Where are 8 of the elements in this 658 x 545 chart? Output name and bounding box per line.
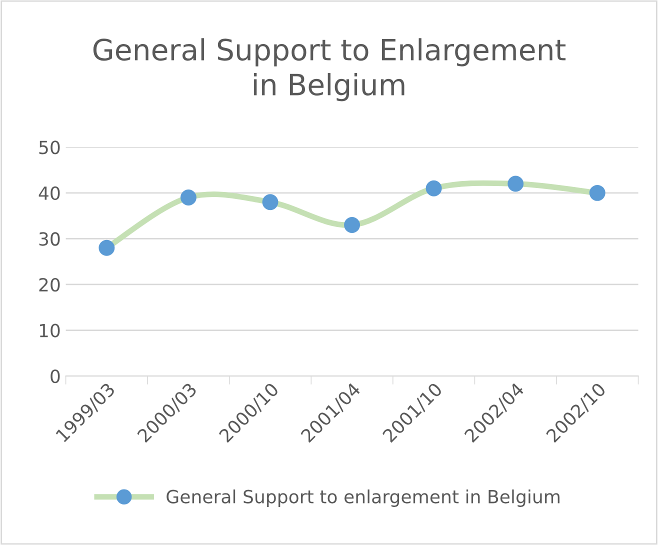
y-tick-label: 30	[39, 232, 60, 246]
legend-label: General Support to enlargement in Belgium	[166, 489, 560, 507]
chart-title: General Support to Enlargement in Belgium	[93, 38, 566, 102]
y-tick-label: 20	[39, 278, 60, 292]
y-tick-label: 40	[38, 186, 60, 200]
y-tick-label: 0	[50, 370, 60, 384]
y-tick-label: 50	[39, 140, 60, 154]
y-tick-label: 10	[40, 324, 60, 338]
